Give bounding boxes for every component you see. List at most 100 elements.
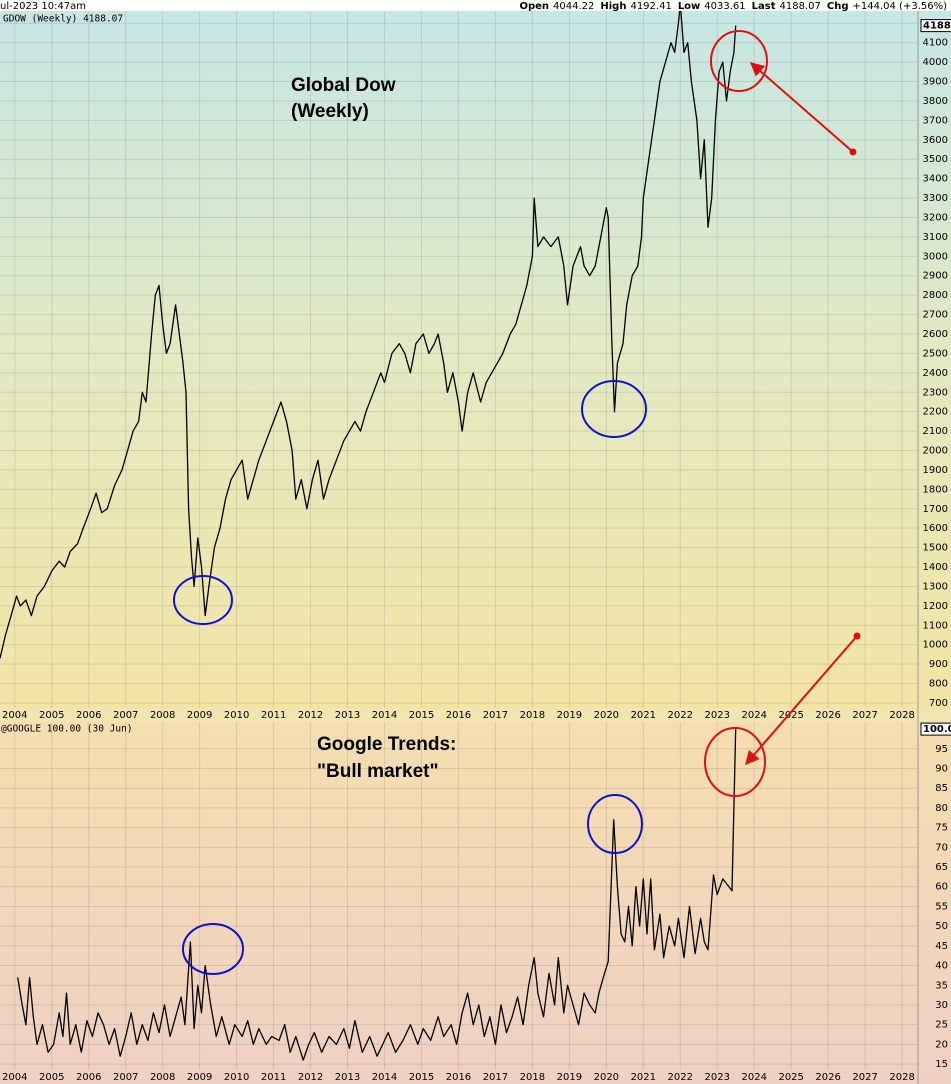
y-tick-label: 30 — [935, 1000, 948, 1011]
y-tick-label: 70 — [935, 842, 948, 853]
y-tick-label: 2800 — [923, 290, 948, 301]
x-tick-label: 2020 — [594, 1072, 619, 1083]
x-tick-label: 2007 — [113, 710, 138, 721]
quote-value: 4033.61 — [704, 1, 745, 12]
x-tick-label: 2011 — [261, 710, 286, 721]
x-tick-label: 2015 — [409, 1072, 434, 1083]
x-tick-label: 2025 — [778, 1072, 803, 1083]
circle — [581, 380, 647, 438]
y-tick-label: 1100 — [923, 620, 948, 631]
panel-bg — [0, 0, 951, 708]
y-tick-label: 2600 — [923, 329, 948, 340]
x-tick-label: 2019 — [557, 1072, 582, 1083]
axis-strip — [0, 708, 951, 722]
annotation: Global Dow — [291, 75, 396, 96]
x-tick-label: 2014 — [372, 710, 397, 721]
quote-value: +144.04 (+3.56%) — [853, 1, 948, 12]
x-tick-label: 2018 — [520, 1072, 545, 1083]
y-tick-label: 1800 — [923, 484, 948, 495]
y-tick-label: 55 — [935, 901, 948, 912]
x-tick-label: 2018 — [520, 710, 545, 721]
x-tick-label: 2020 — [594, 710, 619, 721]
y-tick-label: 2500 — [923, 348, 948, 359]
x-tick-label: 2019 — [557, 710, 582, 721]
x-tick-label: 2006 — [76, 710, 101, 721]
x-tick-label: 2016 — [446, 710, 471, 721]
x-tick-label: 2023 — [705, 710, 730, 721]
legend: @GOOGLE 100.00 (30 Jun) — [1, 724, 133, 735]
y-tick-label: 35 — [935, 980, 948, 991]
x-tick-label: 2021 — [631, 1072, 656, 1083]
x-tick-label: 2010 — [224, 1072, 249, 1083]
y-tick-label: 3000 — [923, 251, 948, 262]
x-tick-label: 2017 — [483, 710, 508, 721]
x-tick-label: 2027 — [852, 1072, 877, 1083]
x-tick-label: 2022 — [668, 1072, 693, 1083]
last-value-label: 100.00 — [923, 724, 951, 735]
y-tick-label: 4100 — [923, 38, 948, 49]
y-tick-label: 2100 — [923, 426, 948, 437]
x-tick-label: 2006 — [76, 1072, 101, 1083]
circle — [182, 923, 244, 975]
y-tick-label: 25 — [935, 1020, 948, 1031]
y-tick-label: 3300 — [923, 193, 948, 204]
x-tick-label: 2022 — [668, 710, 693, 721]
legend: GDOW (Weekly) 4188.07 — [3, 14, 123, 25]
quote-label: Chg — [827, 1, 849, 12]
x-tick-label: 2026 — [815, 710, 840, 721]
quote-value: 4188.07 — [780, 1, 821, 12]
y-tick-label: 75 — [935, 823, 948, 834]
x-tick-label: 2023 — [705, 1072, 730, 1083]
quote-label: High — [600, 1, 626, 12]
y-tick-label: 85 — [935, 783, 948, 794]
x-tick-label: 2004 — [2, 1072, 27, 1083]
x-tick-label: 2009 — [187, 710, 212, 721]
y-tick-label: 50 — [935, 921, 948, 932]
arrow-dot — [849, 148, 857, 156]
header-bar — [0, 0, 951, 11]
y-tick-label: 800 — [929, 679, 948, 690]
quote-value: 4192.41 — [630, 1, 671, 12]
x-tick-label: 2013 — [335, 1072, 360, 1083]
last-value-box — [920, 19, 951, 33]
x-tick-label: 2014 — [372, 1072, 397, 1083]
circle — [173, 575, 233, 625]
y-tick-label: 3600 — [923, 135, 948, 146]
header-time: ul-2023 10:47am — [0, 1, 86, 12]
x-tick-label: 2008 — [150, 1072, 175, 1083]
x-tick-label: 2027 — [852, 710, 877, 721]
x-tick-label: 2012 — [298, 710, 323, 721]
x-tick-label: 2005 — [39, 710, 64, 721]
header-quote: Open 4044.22 High 4192.41 Low 4033.61 Last 4188… — [519, 1, 947, 12]
x-tick-label: 2024 — [741, 710, 766, 721]
y-tick-label: 3200 — [923, 212, 948, 223]
x-tick-label: 2004 — [2, 710, 27, 721]
last-value-box — [920, 722, 951, 736]
last-value-label: 4188.07 — [923, 21, 951, 32]
x-tick-label: 2024 — [741, 1072, 766, 1083]
x-tick-label: 2011 — [261, 1072, 286, 1083]
y-tick-label: 60 — [935, 882, 948, 893]
y-tick-label: 90 — [935, 764, 948, 775]
y-tick-label: 1700 — [923, 504, 948, 515]
x-tick-label: 2021 — [631, 710, 656, 721]
y-tick-label: 2900 — [923, 271, 948, 282]
y-tick-label: 45 — [935, 941, 948, 952]
annotation: Google Trends: — [317, 734, 456, 755]
y-tick-label: 700 — [929, 698, 948, 709]
line — [17, 729, 737, 1061]
x-tick-label: 2010 — [224, 710, 249, 721]
y-tick-label: 1900 — [923, 465, 948, 476]
x-tick-label: 2028 — [889, 1072, 914, 1083]
x-tick-label: 2028 — [889, 710, 914, 721]
x-tick-label: 2008 — [150, 710, 175, 721]
quote-label: Last — [752, 1, 776, 12]
x-tick-label: 2009 — [187, 1072, 212, 1083]
y-tick-label: 3700 — [923, 115, 948, 126]
x-tick-label: 2026 — [815, 1072, 840, 1083]
y-tick-label: 2300 — [923, 387, 948, 398]
y-tick-label: 1300 — [923, 581, 948, 592]
x-tick-label: 2012 — [298, 1072, 323, 1083]
